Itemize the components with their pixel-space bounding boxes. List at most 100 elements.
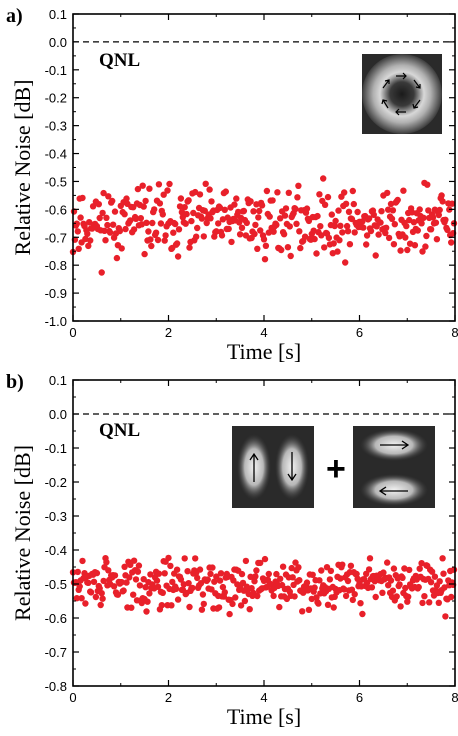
data-point xyxy=(379,589,386,596)
data-point xyxy=(146,590,153,597)
data-point xyxy=(190,209,197,217)
data-point xyxy=(258,202,266,209)
data-point xyxy=(174,596,182,603)
data-point xyxy=(378,208,385,215)
data-point xyxy=(114,591,122,598)
data-point xyxy=(345,208,353,215)
y-tick-label: -0.1 xyxy=(45,63,67,78)
data-point xyxy=(181,555,188,562)
data-point xyxy=(292,559,299,566)
data-point xyxy=(286,223,293,230)
data-point xyxy=(242,557,250,565)
data-point xyxy=(415,583,422,591)
data-point xyxy=(408,209,416,216)
data-point xyxy=(172,220,179,228)
data-point xyxy=(342,592,350,600)
data-point xyxy=(147,236,154,243)
horizontal-lobe-arrows-icon xyxy=(378,440,410,496)
data-point xyxy=(288,564,295,572)
data-point xyxy=(265,570,272,578)
data-point xyxy=(432,219,440,226)
panel-b-qnl-label: QNL xyxy=(99,420,140,441)
data-point xyxy=(349,187,356,195)
data-point xyxy=(433,236,441,243)
data-point xyxy=(128,604,135,611)
data-point xyxy=(366,555,374,562)
data-point xyxy=(313,594,320,601)
y-tick-label: -0.9 xyxy=(45,286,67,301)
data-point xyxy=(424,181,431,188)
data-point xyxy=(110,583,118,590)
data-point xyxy=(188,217,195,225)
data-point xyxy=(270,228,277,235)
data-point xyxy=(342,200,350,207)
data-point xyxy=(442,613,449,620)
data-point xyxy=(99,595,106,602)
y-tick-label: -0.5 xyxy=(45,577,67,592)
data-point xyxy=(321,244,328,251)
data-point xyxy=(402,234,409,241)
data-point xyxy=(403,222,410,230)
vertical-lobe-arrows-icon xyxy=(249,452,297,482)
data-point xyxy=(266,213,273,220)
data-point xyxy=(263,187,271,195)
panel-b-label: b) xyxy=(6,371,24,393)
data-point xyxy=(209,564,216,571)
data-point xyxy=(335,207,342,214)
data-point xyxy=(313,250,320,257)
data-point xyxy=(370,211,377,218)
data-point xyxy=(107,229,114,236)
data-point xyxy=(427,226,435,233)
data-point xyxy=(337,222,344,229)
data-point xyxy=(416,206,423,213)
data-point xyxy=(87,589,95,596)
data-point xyxy=(400,187,407,194)
data-point xyxy=(166,180,173,188)
data-point xyxy=(405,593,412,600)
data-point xyxy=(121,563,128,570)
data-point xyxy=(411,242,419,249)
data-point xyxy=(277,215,284,222)
data-point xyxy=(318,567,325,574)
data-point xyxy=(351,591,358,598)
data-point xyxy=(325,234,333,242)
data-point xyxy=(147,571,154,578)
data-point xyxy=(218,232,226,239)
data-point xyxy=(118,245,125,252)
data-point xyxy=(170,229,177,236)
data-point xyxy=(98,269,105,276)
data-point xyxy=(103,214,110,221)
data-point xyxy=(389,587,397,594)
data-point xyxy=(331,222,338,230)
data-point xyxy=(380,569,387,576)
data-point xyxy=(93,569,101,577)
data-point xyxy=(194,574,201,582)
data-point xyxy=(118,579,125,586)
data-point xyxy=(109,221,117,228)
data-point xyxy=(442,216,449,223)
data-point xyxy=(105,193,112,200)
data-point xyxy=(397,603,404,610)
panel-a-x-tick-labels: 0 2 4 6 8 xyxy=(69,325,458,340)
data-point xyxy=(202,180,209,187)
data-point xyxy=(388,215,396,222)
data-point xyxy=(389,207,397,214)
data-point xyxy=(273,221,280,229)
ring-mode-image xyxy=(362,54,442,134)
data-point xyxy=(276,603,283,611)
data-point xyxy=(236,231,244,238)
data-point xyxy=(240,207,248,215)
data-point xyxy=(297,244,304,252)
data-point xyxy=(148,242,155,250)
data-point xyxy=(199,591,207,598)
data-point xyxy=(167,562,174,570)
data-point xyxy=(226,610,233,618)
data-point xyxy=(255,214,262,221)
x-tick-label: 4 xyxy=(260,690,267,705)
data-point xyxy=(295,182,302,189)
data-point xyxy=(228,238,235,246)
x-tick-label: 0 xyxy=(69,325,76,340)
data-point xyxy=(182,220,189,227)
data-point xyxy=(200,600,207,608)
